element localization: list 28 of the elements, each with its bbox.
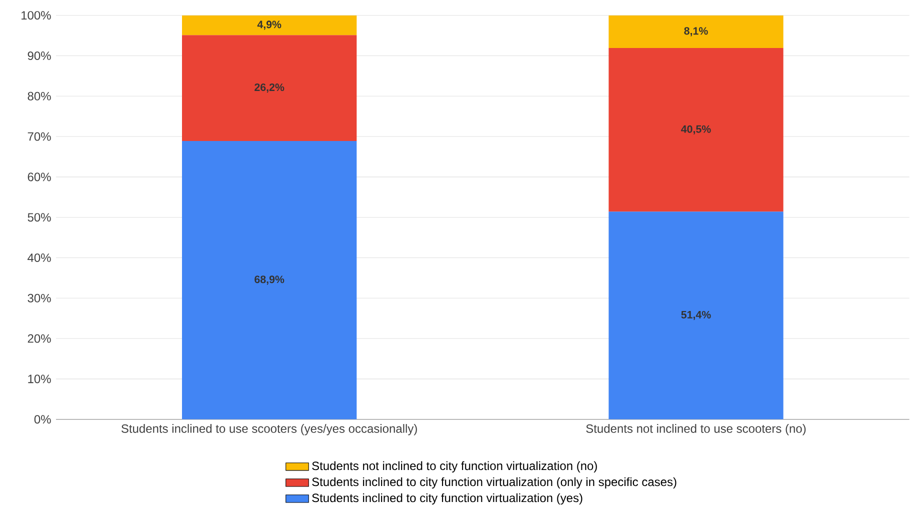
legend-label: Students not inclined to city function virtualization (no) xyxy=(312,461,597,472)
bar xyxy=(608,212,784,420)
y-tick-label: 80% xyxy=(28,92,51,100)
y-tick-label: 90% xyxy=(28,51,51,60)
data-label: 8,1% xyxy=(684,27,708,36)
bar xyxy=(608,48,784,212)
y-tick-label: 20% xyxy=(28,334,51,343)
data-label: 4,9% xyxy=(257,20,282,30)
y-tick-label: 10% xyxy=(28,374,51,384)
bar xyxy=(182,15,357,36)
bar xyxy=(182,35,357,141)
data-label: 26,2% xyxy=(254,84,284,93)
bar xyxy=(182,140,357,420)
y-tick-label: 0% xyxy=(34,415,51,424)
y-tick-label: 40% xyxy=(28,253,51,262)
y-tick-label: 70% xyxy=(28,132,51,141)
y-tick-label: 100% xyxy=(22,11,51,20)
legend-label: Students inclined to city function virtualization (only in specific cases) xyxy=(312,477,676,489)
y-tick-label: 60% xyxy=(28,172,51,182)
x-tick-label: Students not inclined to use scooters (no) xyxy=(586,424,806,436)
legend-label: Students inclined to city function virtualization (yes) xyxy=(312,493,582,505)
data-label: 51,4% xyxy=(681,310,711,320)
y-tick-label: 50% xyxy=(28,213,51,222)
y-tick-label: 30% xyxy=(28,294,51,302)
x-tick-label: Students inclined to use scooters (yes/yes occasionally) xyxy=(121,424,417,436)
data-label: 68,9% xyxy=(254,276,284,285)
data-label: 40,5% xyxy=(681,125,711,134)
bar xyxy=(608,15,784,48)
